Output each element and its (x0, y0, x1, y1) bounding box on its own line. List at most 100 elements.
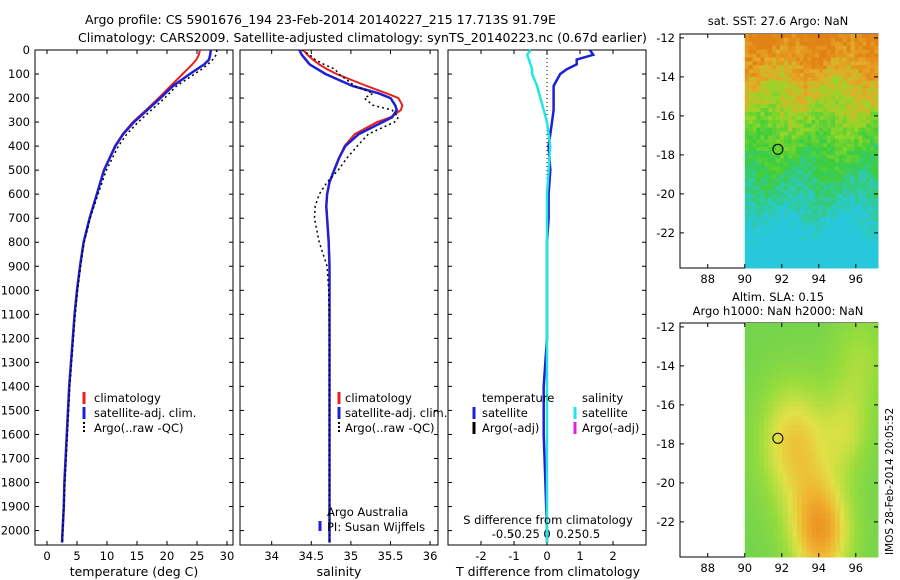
sla-cell (816, 362, 821, 367)
sst-cell (858, 163, 862, 167)
sla-cell (840, 372, 845, 377)
sst-cell (847, 252, 851, 256)
sst-cell (796, 260, 800, 264)
sst-cell (847, 221, 851, 225)
sst-cell (811, 151, 815, 155)
sst-cell (776, 34, 780, 38)
sst-cell (796, 221, 800, 225)
sst-cell (792, 155, 796, 159)
sst-cell (866, 245, 870, 249)
sst-cell (835, 132, 839, 136)
sst-cell (819, 139, 823, 143)
sst-cell (800, 163, 804, 167)
sst-cell (811, 65, 815, 69)
lat-tick-label: -16 (656, 398, 675, 412)
sst-cell (792, 124, 796, 128)
sst-cell (792, 85, 796, 89)
sla-cell (759, 328, 764, 333)
sst-cell (862, 245, 866, 249)
sla-cell (821, 347, 826, 352)
sla-cell (745, 391, 750, 396)
sla-cell (783, 343, 788, 348)
sst-cell (749, 61, 753, 65)
sla-cell (788, 474, 793, 479)
sst-cell (807, 100, 811, 104)
sla-cell (840, 401, 845, 406)
sla-cell (797, 469, 802, 474)
sla-cell (849, 435, 854, 440)
sla-cell (840, 484, 845, 489)
sla-cell (854, 518, 859, 523)
lat-tick-label: -18 (656, 437, 675, 451)
sst-cell (804, 210, 808, 214)
sst-cell (851, 100, 855, 104)
sla-cell (783, 333, 788, 338)
sla-cell (773, 343, 778, 348)
sst-cell (784, 233, 788, 237)
sla-cell (811, 372, 816, 377)
sst-cell (764, 65, 768, 69)
sla-cell (788, 406, 793, 411)
sla-cell (859, 474, 864, 479)
sla-cell (792, 513, 797, 518)
sst-cell (827, 38, 831, 42)
sst-cell (874, 54, 878, 58)
sst-cell (772, 171, 776, 175)
sla-cell (854, 333, 859, 338)
sst-cell (827, 54, 831, 58)
sst-cell (862, 116, 866, 120)
sla-cell (859, 352, 864, 357)
sst-cell (757, 210, 761, 214)
sst-cell (835, 65, 839, 69)
sla-cell (811, 425, 816, 430)
sst-cell (796, 198, 800, 202)
sst-cell (823, 264, 827, 268)
sla-cell (826, 377, 831, 382)
sla-cell (859, 425, 864, 430)
sla-cell (759, 513, 764, 518)
sla-cell (840, 542, 845, 547)
sst-cell (807, 104, 811, 108)
sst-cell (760, 210, 764, 214)
sst-cell (784, 252, 788, 256)
sla-cell (788, 499, 793, 504)
sst-cell (831, 229, 835, 233)
sst-cell (807, 249, 811, 253)
sst-cell (807, 89, 811, 93)
sst-cell (804, 112, 808, 116)
sst-cell (807, 171, 811, 175)
sst-cell (772, 264, 776, 268)
sla-cell (830, 435, 835, 440)
sla-cell (764, 386, 769, 391)
sla-cell (778, 421, 783, 426)
sla-cell (773, 499, 778, 504)
sla-cell (854, 382, 859, 387)
sla-cell (764, 406, 769, 411)
sst-cell (772, 50, 776, 54)
sla-cell (797, 382, 802, 387)
sla-cell (835, 518, 840, 523)
sla-cell (864, 513, 869, 518)
sst-cell (796, 46, 800, 50)
sla-cell (754, 533, 759, 538)
sst-cell (858, 38, 862, 42)
sla-cell (868, 328, 873, 333)
sst-cell (764, 210, 768, 214)
sst-cell (858, 104, 862, 108)
sst-cell (843, 213, 847, 217)
sst-cell (807, 264, 811, 268)
sla-cell (773, 518, 778, 523)
sla-cell (830, 377, 835, 382)
sla-cell (868, 523, 873, 528)
sst-cell (851, 210, 855, 214)
sst-cell (866, 147, 870, 151)
sst-cell (757, 171, 761, 175)
sst-cell (851, 190, 855, 194)
sst-cell (772, 260, 776, 264)
sla-cell (864, 391, 869, 396)
sst-cell (749, 178, 753, 182)
sst-cell (772, 163, 776, 167)
sla-cell (826, 552, 831, 557)
sst-cell (839, 124, 843, 128)
sst-cell (749, 116, 753, 120)
